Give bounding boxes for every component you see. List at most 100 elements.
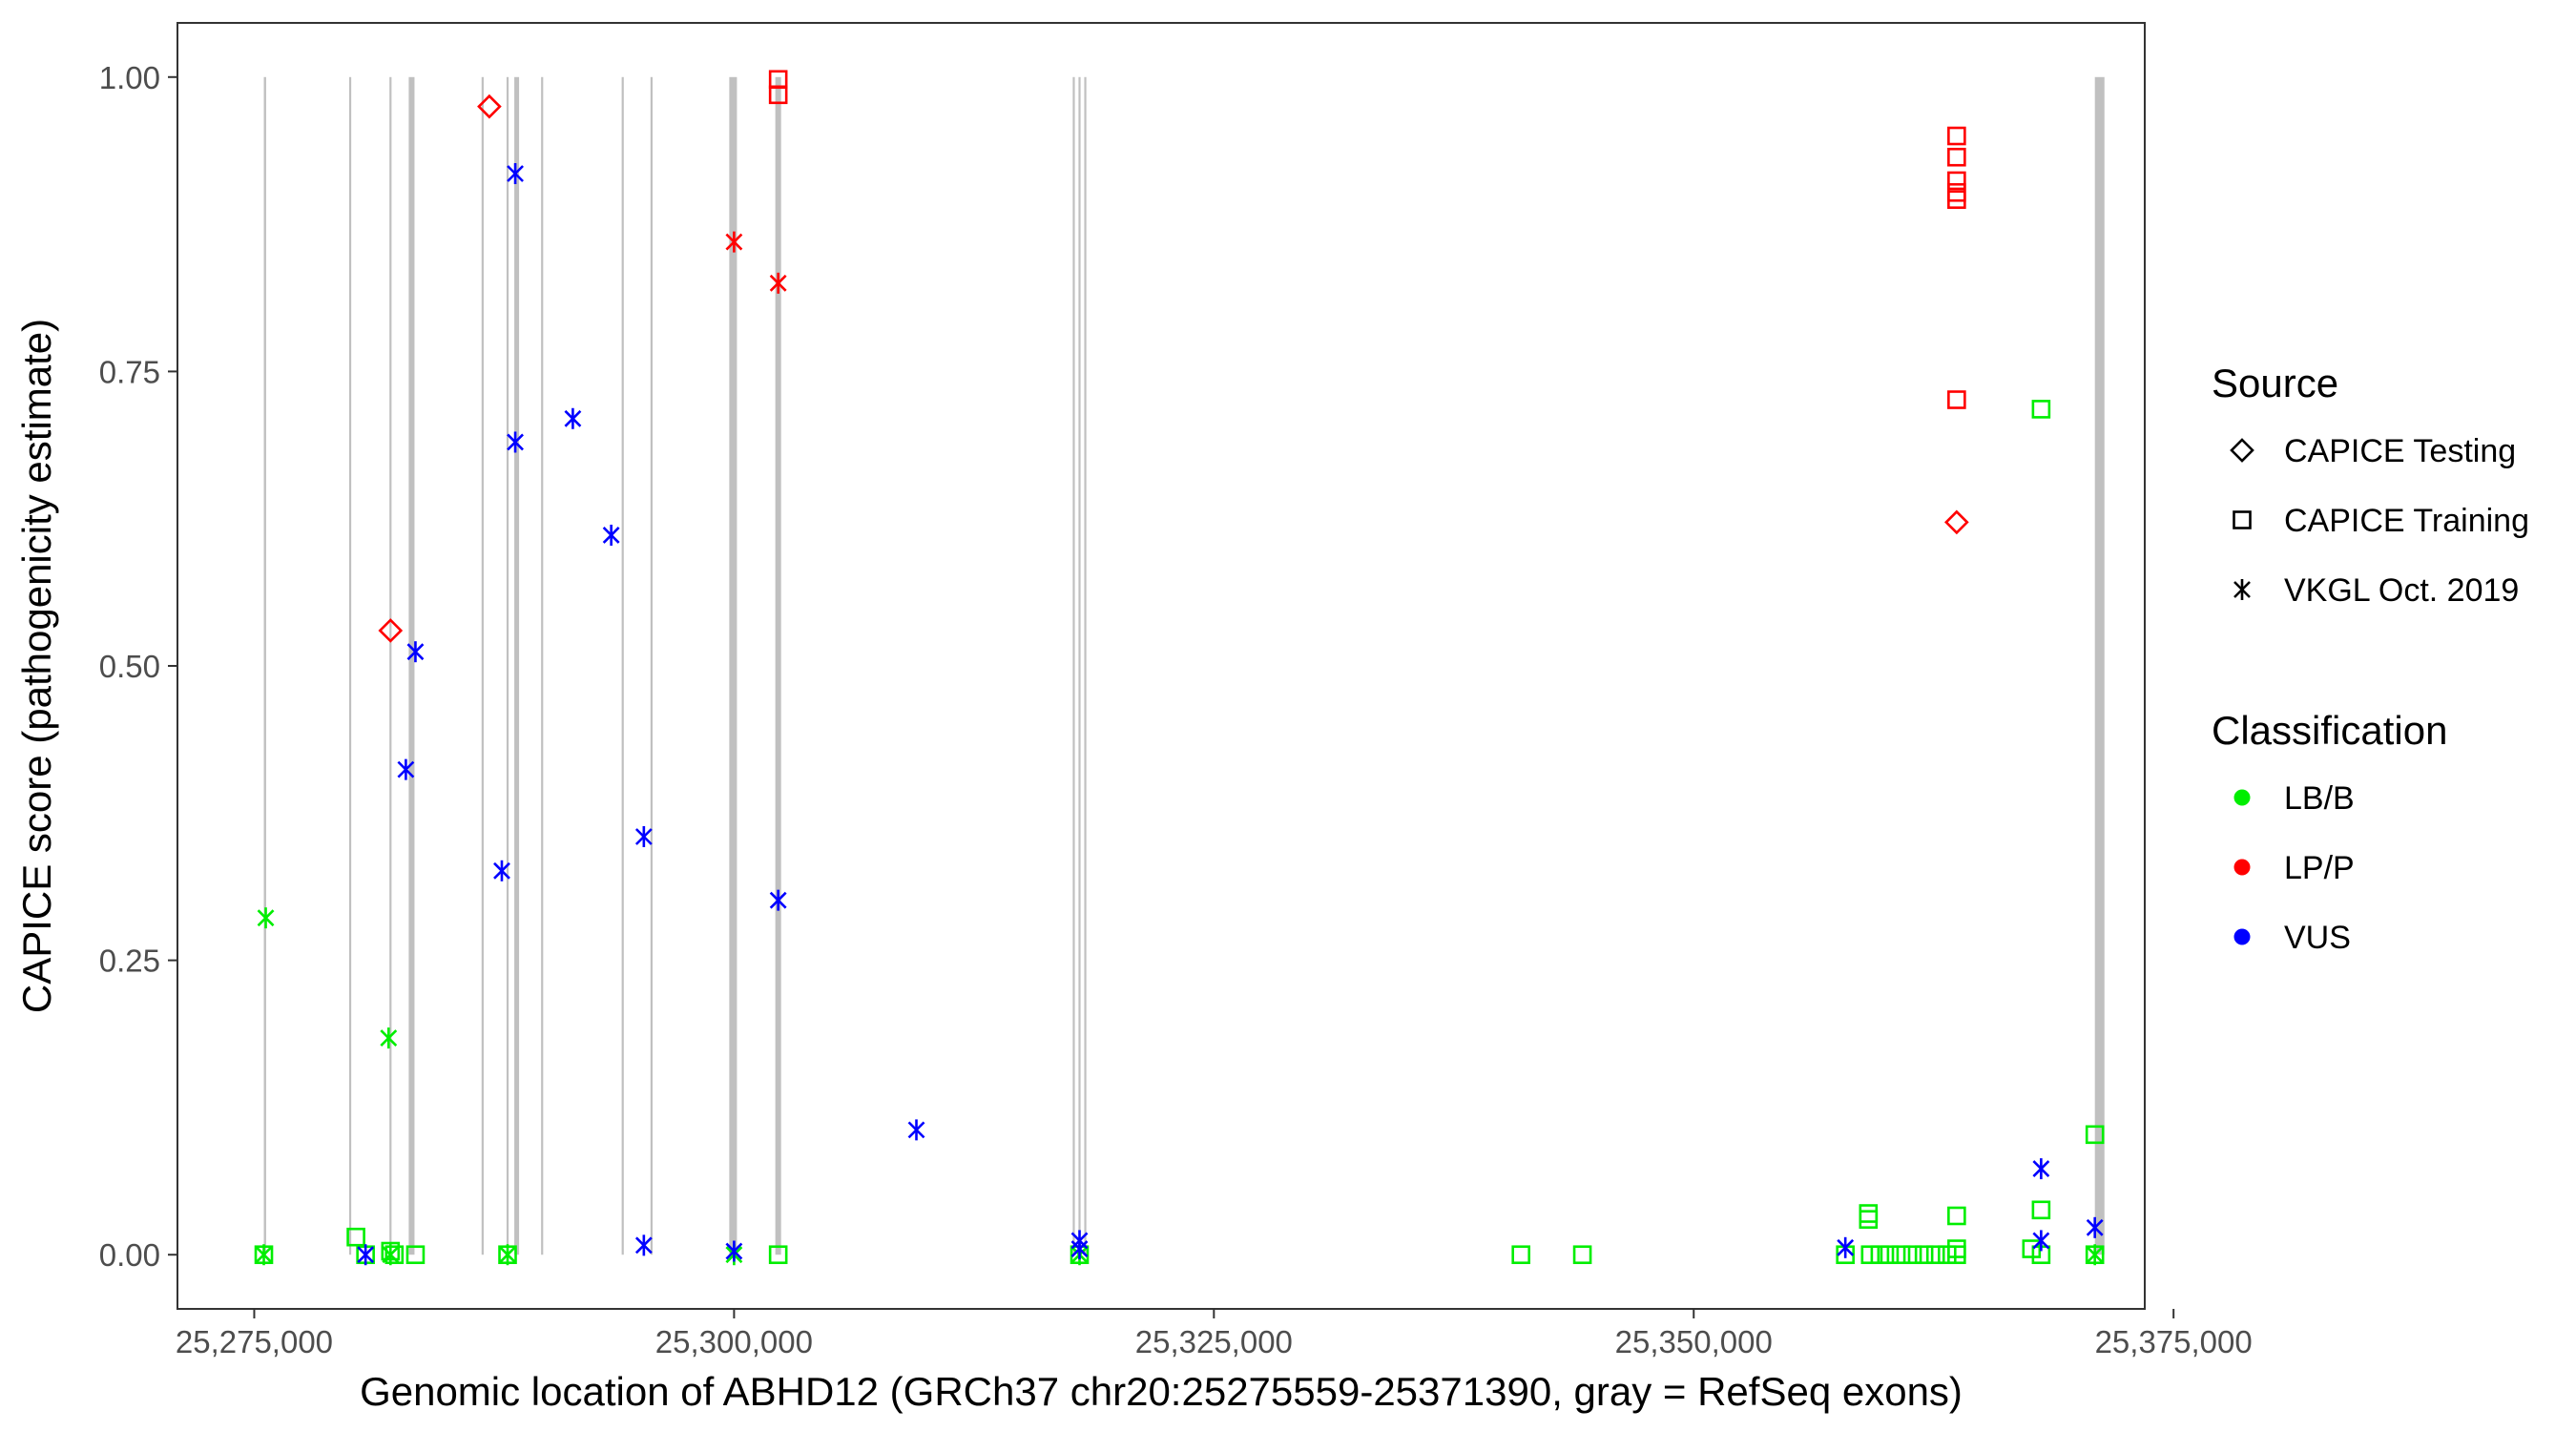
data-point [380, 1027, 398, 1049]
data-point [1947, 390, 1966, 409]
exon-line [621, 76, 624, 1255]
data-point [725, 1240, 743, 1262]
data-point [2031, 1200, 2051, 1220]
data-point [1511, 1245, 1530, 1265]
data-point [382, 1244, 400, 1266]
exon-line [481, 76, 484, 1255]
exon-line [408, 76, 415, 1255]
data-point [2086, 1244, 2104, 1266]
data-point [1947, 1206, 1966, 1226]
data-point [1947, 147, 1966, 167]
data-point [2032, 1230, 2050, 1252]
data-point [634, 825, 653, 847]
data-point [507, 431, 524, 453]
data-point [257, 907, 275, 929]
x-tick-label: 25,325,000 [1135, 1324, 1293, 1359]
data-point [1902, 1245, 1922, 1265]
data-point [2022, 1239, 2042, 1258]
exon-line [2094, 76, 2105, 1255]
data-point [1947, 190, 1966, 209]
exon-line [1084, 76, 1087, 1255]
data-point [384, 1245, 405, 1265]
data-point [564, 407, 582, 429]
legend-source-key [2230, 438, 2254, 463]
exon-line [1078, 76, 1081, 1255]
data-point [1944, 509, 1969, 535]
y-tick-label: 0.75 [99, 354, 160, 389]
legend-class-key [2233, 859, 2251, 876]
data-point [1914, 1245, 1934, 1265]
data-point [2031, 400, 2051, 419]
data-point [1070, 1238, 1089, 1260]
data-point [1837, 1236, 1855, 1258]
legend-source-label: CAPICE Testing [2284, 433, 2516, 469]
x-axis-title: Genomic location of ABHD12 (GRCh37 chr20… [360, 1369, 1963, 1414]
data-point [769, 272, 787, 294]
legend-source-label: VKGL Oct. 2019 [2284, 572, 2519, 609]
legend-class-label: LP/P [2284, 850, 2355, 886]
data-point [499, 1244, 516, 1266]
exon-line [389, 76, 392, 1255]
legend-class-key [2233, 928, 2251, 945]
y-tick-label: 0.00 [99, 1237, 160, 1273]
data-point [1937, 1245, 1957, 1265]
legend-source-key [2233, 510, 2252, 529]
data-point [1891, 1245, 1911, 1265]
y-tick-label: 0.50 [99, 649, 160, 684]
exon-lines [263, 76, 2105, 1255]
data-point [1947, 171, 1966, 191]
y-axis: 0.00 0.25 0.50 0.75 1.00 [99, 60, 177, 1273]
exon-line [514, 76, 520, 1255]
legend-source-label: CAPICE Training [2284, 503, 2529, 539]
legend-source-title: Source [2212, 361, 2338, 405]
x-tick-label: 25,275,000 [176, 1324, 333, 1359]
exon-line [506, 76, 509, 1255]
data-point [1947, 126, 1966, 146]
data-point [1572, 1245, 1592, 1265]
exon-line [1072, 76, 1075, 1255]
data-point [357, 1244, 375, 1266]
data-points [254, 70, 2105, 1266]
data-point [406, 641, 425, 663]
data-point [477, 93, 502, 119]
legend-class-label: VUS [2284, 920, 2351, 956]
data-point [768, 85, 788, 105]
data-point [1859, 1210, 1879, 1229]
exon-line [541, 76, 544, 1255]
data-point [493, 860, 510, 881]
legend-class-key [2233, 789, 2251, 806]
y-axis-title: CAPICE score (pathogenicity estimate) [14, 319, 59, 1013]
data-point [1880, 1245, 1900, 1265]
data-point [2032, 1158, 2050, 1180]
data-point [1860, 1245, 1880, 1265]
legend-classification-title: Classification [2212, 708, 2447, 753]
x-tick-label: 25,300,000 [655, 1324, 813, 1359]
data-point [1947, 1245, 1966, 1265]
data-point [907, 1119, 925, 1141]
legend-class-label: LB/B [2284, 780, 2355, 817]
data-point [378, 618, 404, 643]
x-tick-label: 25,375,000 [2095, 1324, 2253, 1359]
x-tick-label: 25,350,000 [1615, 1324, 1773, 1359]
x-axis: 25,275,000 25,300,000 25,325,000 25,350,000… [176, 1309, 2253, 1359]
exon-line [650, 76, 653, 1255]
data-point [405, 1245, 426, 1265]
y-tick-label: 0.25 [99, 944, 160, 979]
data-point [769, 889, 787, 911]
data-point [2085, 1125, 2105, 1145]
data-point [397, 758, 415, 780]
legend-source-key [2233, 579, 2251, 600]
data-point [1925, 1245, 1945, 1265]
exon-line [348, 76, 352, 1255]
data-point [768, 1245, 788, 1265]
exon-line [775, 76, 781, 1255]
exon-line [263, 76, 266, 1255]
data-point [634, 1234, 653, 1256]
legend: Source Classification CAPICE Testing CAPI… [2212, 361, 2529, 956]
data-point [346, 1227, 365, 1247]
data-point [602, 524, 620, 546]
data-point [725, 231, 743, 253]
data-point [507, 163, 524, 185]
